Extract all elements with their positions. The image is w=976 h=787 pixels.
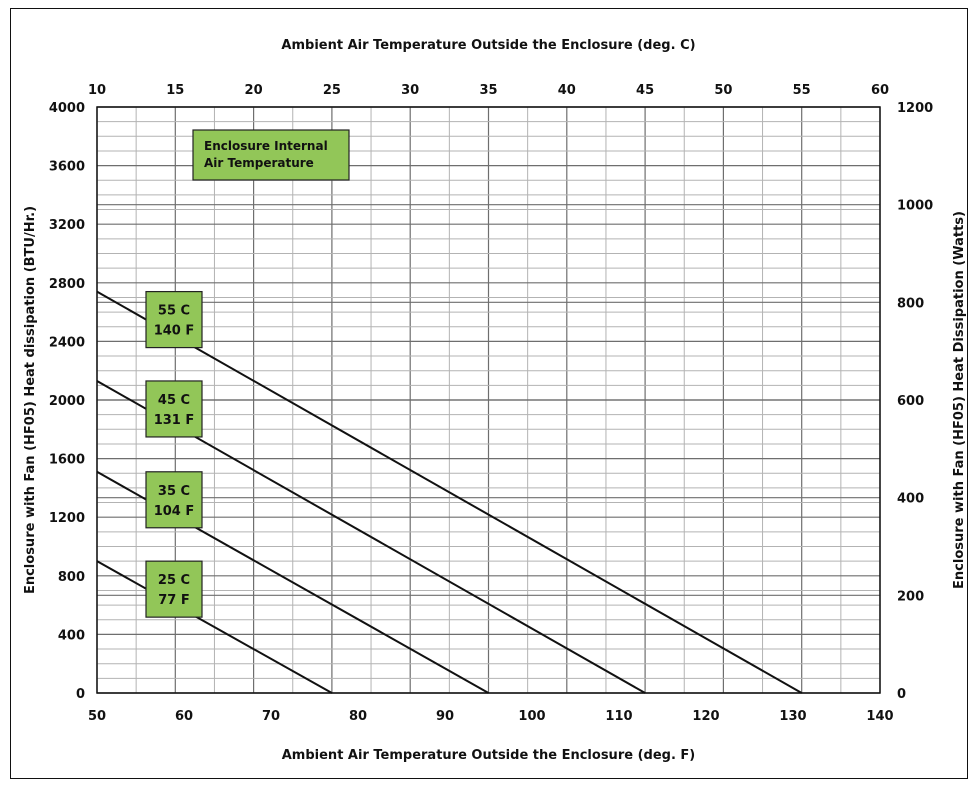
right-tick-label: 1000: [897, 199, 933, 214]
bottom-tick-label: 80: [349, 709, 367, 724]
left-axis-title: Enclosure with Fan (HF05) Heat dissipati…: [23, 206, 38, 594]
bottom-tick-label: 120: [692, 709, 719, 724]
bottom-tick-label: 50: [88, 709, 106, 724]
left-tick-label: 3600: [49, 160, 85, 175]
left-tick-label: 2400: [49, 335, 85, 350]
left-tick-label: 0: [76, 687, 85, 702]
series-line: [96, 560, 333, 694]
legend-box-rect: [192, 129, 350, 181]
grid: [96, 106, 881, 694]
right-axis-title: Enclosure with Fan (HF05) Heat Dissipati…: [952, 211, 967, 589]
top-tick-label: 10: [88, 83, 106, 98]
series-line: [96, 290, 803, 694]
chart-frame: [10, 8, 968, 779]
right-tick-label: 1200: [897, 101, 933, 116]
left-tick-label: 800: [58, 570, 85, 585]
right-tick-label: 0: [897, 687, 906, 702]
series-label: 55 C 140 F: [145, 290, 203, 349]
top-tick-label: 45: [636, 83, 654, 98]
left-tick-label: 1200: [49, 511, 85, 526]
legend-line-2: Air Temperature: [204, 156, 314, 170]
tick-labels: 10 15 20 25 30 35 40 45 50 55 60 50 60 70 80 90 100 110 12…: [49, 83, 933, 724]
series-label-box: [145, 380, 203, 438]
series-label-celsius: 55 C: [158, 304, 190, 319]
top-axis-title: Ambient Air Temperature Outside the Encl…: [281, 38, 695, 53]
left-tick-label: 2000: [49, 394, 85, 409]
top-tick-label: 30: [401, 83, 419, 98]
bottom-tick-label: 130: [779, 709, 806, 724]
series-label-fahrenheit: 104 F: [154, 504, 195, 519]
series-label-celsius: 35 C: [158, 484, 190, 499]
series-label-fahrenheit: 131 F: [154, 413, 195, 428]
top-tick-label: 60: [871, 83, 889, 98]
left-tick-label: 400: [58, 628, 85, 643]
top-tick-label: 50: [714, 83, 732, 98]
series-label-fahrenheit: 77 F: [158, 593, 190, 608]
right-tick-label: 800: [897, 296, 924, 311]
left-tick-label: 4000: [49, 101, 85, 116]
bottom-tick-label: 90: [436, 709, 454, 724]
top-tick-label: 40: [558, 83, 576, 98]
top-tick-label: 35: [479, 83, 497, 98]
series-label-box: [145, 560, 203, 618]
series-label-celsius: 45 C: [158, 393, 190, 408]
bottom-axis-title: Ambient Air Temperature Outside the Encl…: [282, 748, 695, 763]
left-tick-label: 2800: [49, 277, 85, 292]
series-labels: 25 C 77 F 35 C 104 F 45 C 131 F 55 C 140 F: [145, 290, 203, 618]
top-tick-label: 55: [793, 83, 811, 98]
top-tick-label: 20: [245, 83, 263, 98]
legend-box: Enclosure Internal Air Temperature: [192, 129, 350, 181]
top-tick-label: 15: [166, 83, 184, 98]
series-label: 35 C 104 F: [145, 471, 203, 529]
series-label-fahrenheit: 140 F: [154, 324, 195, 339]
bottom-tick-label: 140: [866, 709, 893, 724]
bottom-tick-label: 100: [518, 709, 545, 724]
series-label: 25 C 77 F: [145, 560, 203, 618]
right-tick-label: 400: [897, 492, 924, 507]
series-label-celsius: 25 C: [158, 573, 190, 588]
left-tick-label: 1600: [49, 453, 85, 468]
right-tick-label: 200: [897, 589, 924, 604]
right-tick-label: 600: [897, 394, 924, 409]
bottom-tick-label: 60: [175, 709, 193, 724]
bottom-tick-label: 70: [262, 709, 280, 724]
series-label-box: [145, 290, 203, 349]
legend-line-1: Enclosure Internal: [204, 139, 328, 153]
top-tick-label: 25: [323, 83, 341, 98]
left-tick-label: 3200: [49, 218, 85, 233]
bottom-tick-label: 110: [605, 709, 632, 724]
series-label: 45 C 131 F: [145, 380, 203, 438]
series-label-box: [145, 471, 203, 529]
